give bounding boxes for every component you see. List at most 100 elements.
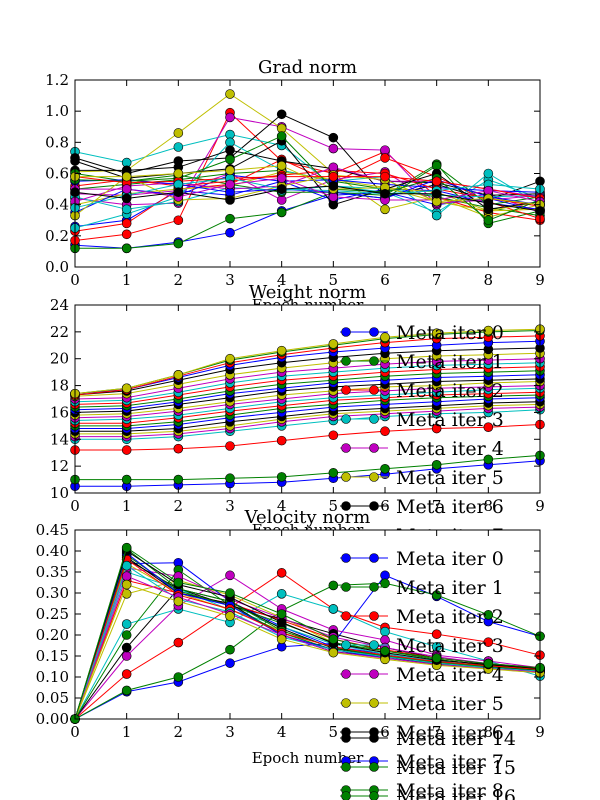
legend-item: Meta iter 0	[340, 548, 504, 570]
series-line-17	[74, 362, 541, 403]
y-tick-label: 0.4	[45, 196, 69, 214]
legend-item: Meta iter 1	[340, 351, 504, 373]
series-line-23	[74, 176, 541, 199]
series-line-9	[75, 391, 541, 424]
plot-frame	[74, 304, 541, 494]
legend-marker	[341, 582, 351, 592]
legend-marker	[369, 472, 379, 482]
data-point-10-8	[483, 168, 494, 179]
series-line-7	[75, 397, 541, 429]
chart-title: Grad norm	[258, 57, 357, 78]
legend-marker	[341, 611, 351, 621]
data-point-26-4	[276, 160, 287, 171]
data-point-1-1	[121, 243, 132, 254]
x-tick-label: 8	[484, 723, 494, 741]
series-line-17	[74, 185, 541, 210]
data-point-5-2	[173, 128, 184, 138]
series-line-15	[74, 370, 541, 408]
data-point-25-3	[225, 179, 235, 190]
data-point-23-7	[431, 653, 442, 663]
data-point-23-5	[328, 171, 339, 182]
data-point-24-7	[431, 328, 442, 339]
x-tick-label: 2	[174, 271, 184, 289]
x-tick-label: 5	[329, 723, 339, 741]
data-point-2-5	[328, 430, 339, 441]
data-point-3-4	[276, 589, 287, 599]
data-point-2-1	[121, 669, 132, 679]
series-line-0	[74, 574, 541, 720]
data-point-3-5	[328, 604, 339, 614]
data-point-24-8	[483, 325, 494, 336]
data-point-24-2	[173, 370, 184, 380]
series-line-3	[75, 409, 541, 440]
legend-marker	[341, 356, 351, 366]
legend-label: Meta iter 14	[396, 728, 516, 750]
data-point-1-8	[483, 610, 494, 620]
data-point-2-1	[121, 445, 132, 455]
y-tick-label: 0.45	[36, 521, 69, 539]
y-tick-label: 0.00	[36, 710, 69, 728]
data-point-6-4	[276, 109, 287, 120]
data-point-27-5	[328, 181, 339, 191]
data-point-2-7	[431, 629, 442, 639]
y-tick-label: 20	[50, 350, 69, 368]
data-point-27-2	[173, 187, 184, 197]
series-line-8	[75, 394, 541, 427]
legend-label: Meta iter 3	[396, 635, 504, 657]
legend-label: Meta iter 2	[396, 606, 504, 628]
legend-marker	[341, 640, 351, 650]
x-tick-label: 5	[329, 271, 339, 289]
y-tick-label: 1.0	[45, 102, 69, 120]
data-point-1-5	[328, 468, 339, 478]
y-tick-label: 1.2	[45, 71, 69, 89]
data-point-17-1	[121, 204, 132, 215]
y-tick-label: 24	[50, 296, 69, 314]
legend-marker	[341, 669, 351, 679]
data-point-2-8	[483, 422, 494, 433]
x-tick-label: 1	[122, 723, 132, 741]
chart-title: Velocity norm	[244, 507, 371, 528]
y-tick-label: 0.30	[36, 584, 69, 602]
data-point-1-3	[225, 473, 235, 484]
data-point-3-2	[173, 142, 184, 152]
series-line-19	[74, 352, 541, 397]
x-tick-label: 1	[122, 497, 132, 515]
data-point-1-2	[173, 672, 184, 682]
series-line-6	[74, 113, 541, 201]
data-point-1-5	[328, 580, 339, 591]
series-group	[70, 89, 545, 254]
x-tick-label: 8	[484, 271, 494, 289]
data-point-2-4	[276, 568, 287, 578]
series-line-12	[74, 381, 541, 416]
series-line-1	[75, 454, 541, 481]
data-point-1-3	[225, 644, 235, 655]
legend-item: Meta iter 0	[340, 322, 504, 344]
legend-marker	[369, 553, 379, 563]
legend-marker	[369, 414, 379, 424]
x-tick-label: 0	[70, 271, 80, 289]
series-line-6	[75, 401, 541, 432]
y-tick-label: 0.20	[36, 626, 69, 644]
series-line-2	[74, 572, 541, 720]
legend-item: Meta iter 8	[340, 780, 504, 800]
legend-label: Meta iter 1	[396, 351, 504, 373]
y-tick-label: 14	[50, 430, 69, 448]
data-point-27-4	[276, 184, 287, 194]
data-point-26-2	[173, 168, 184, 179]
data-point-0-3	[225, 658, 235, 668]
data-point-2-2	[173, 215, 184, 226]
data-point-6-1	[121, 642, 132, 653]
y-tick-label: 0.25	[36, 605, 69, 623]
data-point-24-5	[328, 339, 339, 349]
data-point-1-8	[483, 454, 494, 465]
legend-label: Meta iter 0	[396, 322, 504, 344]
data-point-1-7	[431, 459, 442, 470]
legend-marker	[369, 356, 379, 366]
series-line-2	[75, 424, 541, 451]
plot-area	[75, 530, 540, 719]
legend-label: Meta iter 8	[396, 780, 504, 800]
x-tick-label: 0	[70, 723, 80, 741]
chart-title: Weight norm	[249, 282, 367, 303]
